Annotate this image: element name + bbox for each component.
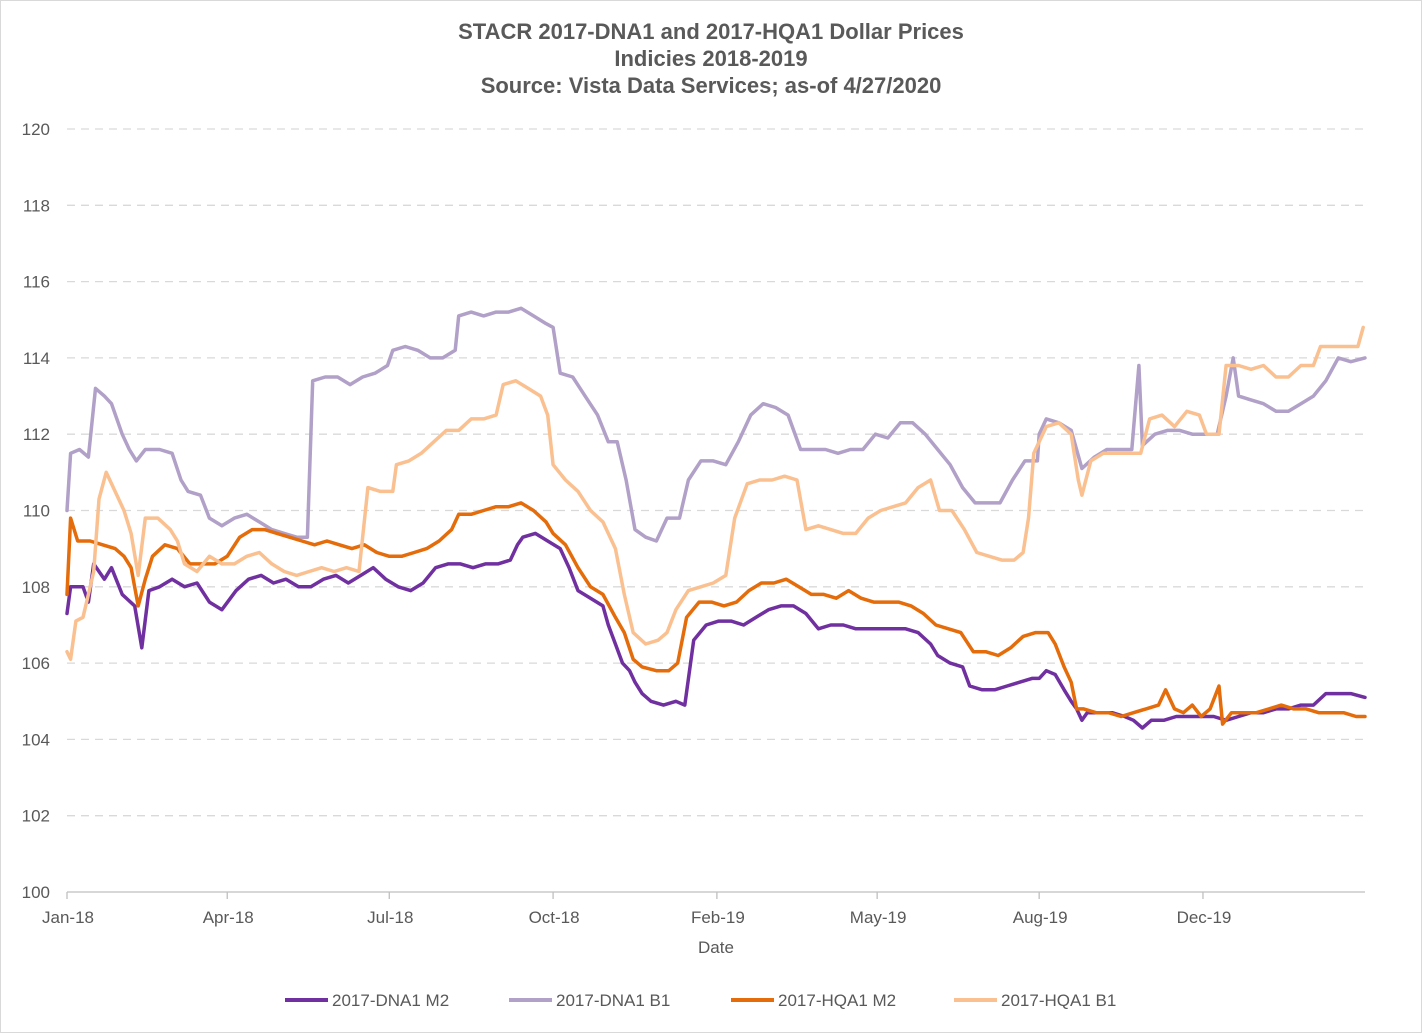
legend-label: 2017-DNA1 B1 <box>556 991 670 1010</box>
y-tick-label: 108 <box>22 578 50 597</box>
y-tick-label: 100 <box>22 883 50 902</box>
y-tick-label: 110 <box>23 502 50 521</box>
gridlines <box>67 128 1365 817</box>
x-tick-label: Jan-18 <box>42 908 94 927</box>
chart-title: STACR 2017-DNA1 and 2017-HQA1 Dollar Pri… <box>0 18 1422 99</box>
y-axis-tick-labels: 100 102 104 106 108 110 112 114 116 118 120 <box>22 120 50 902</box>
chart-title-line-3: Source: Vista Data Services; as-of 4/27/… <box>480 73 942 98</box>
x-tick-label: May-19 <box>850 908 907 927</box>
y-tick-label: 116 <box>23 273 50 292</box>
series-line-2 <box>65 306 1367 543</box>
legend-label: 2017-HQA1 B1 <box>1001 991 1116 1010</box>
x-tick-label: Dec-19 <box>1177 908 1232 927</box>
series-line-4 <box>65 325 1365 662</box>
y-tick-label: 118 <box>23 196 50 215</box>
x-axis-title: Date <box>698 938 734 957</box>
x-tick-label: Jul-18 <box>367 908 413 927</box>
legend-label: 2017-HQA1 M2 <box>778 991 896 1010</box>
x-tick-label: Oct-18 <box>529 908 580 927</box>
series-line-3 <box>65 501 1367 726</box>
y-tick-label: 104 <box>22 730 50 749</box>
y-tick-label: 114 <box>23 349 50 368</box>
y-tick-label: 106 <box>22 654 50 673</box>
chart-title-line-2: Indicies 2018-2019 <box>614 46 808 71</box>
x-tick-label: Aug-19 <box>1013 908 1068 927</box>
y-tick-label: 120 <box>22 120 50 139</box>
y-tick-label: 112 <box>23 425 50 444</box>
x-axis-tick-labels: Jan-18 Apr-18 Jul-18 Oct-18 Feb-19 May-19 Aug-… <box>42 908 1231 927</box>
x-tick-label: Apr-18 <box>203 908 254 927</box>
legend: 2017-DNA1 M2 2017-DNA1 B1 2017-HQA1 M2 2017… <box>285 991 1116 1010</box>
series-lines <box>65 306 1367 730</box>
x-axis <box>66 891 1365 899</box>
chart-title-line-1: STACR 2017-DNA1 and 2017-HQA1 Dollar Pri… <box>458 19 964 44</box>
series-line-1 <box>65 531 1367 730</box>
y-tick-label: 102 <box>22 807 50 826</box>
legend-label: 2017-DNA1 M2 <box>332 991 449 1010</box>
x-tick-label: Feb-19 <box>691 908 745 927</box>
